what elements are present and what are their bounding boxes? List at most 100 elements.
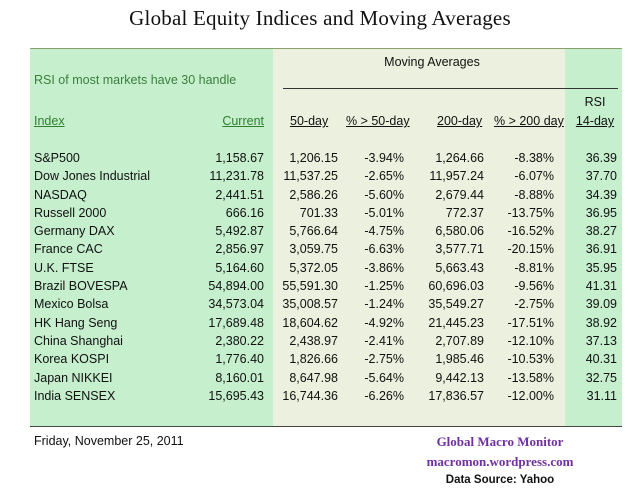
table-row: Brazil BOVESPA 54,894.00 55,591.30 -1.25% 60… — [0, 278, 640, 296]
cell-current: 1,158.67 — [215, 151, 264, 165]
cell-index: Germany DAX — [34, 224, 115, 239]
cell-rsi: 38.27 — [585, 224, 617, 239]
table-row: Mexico Bolsa 34,573.04 35,008.57 -1.24% 35,5… — [0, 296, 640, 314]
cell-rsi: 31.11 — [586, 388, 617, 403]
column-header-current: Current — [222, 114, 264, 128]
cell-current: 1,776.40 — [215, 352, 264, 367]
data-source: Data Source: Yahoo — [445, 474, 555, 486]
cell-50-day: 35,008.57 — [282, 297, 338, 312]
cell-200-day: 2,707.89 — [435, 333, 484, 348]
table-row: HK Hang Seng 17,689.48 18,604.62 -4.92% 21,4… — [0, 315, 640, 333]
cell-pct-200-day: -9.56% — [514, 279, 554, 294]
cell-200-day: 21,445.23 — [428, 315, 484, 330]
cell-rsi: 39.09 — [585, 297, 617, 312]
cell-50-day: 3,059.75 — [289, 242, 338, 257]
column-header-200-day: 200-day — [437, 114, 483, 128]
cell-index: China Shanghai — [34, 333, 123, 348]
column-header-pct-200-day: % > 200 day — [494, 114, 564, 128]
cell-pct-50-day: -3.86% — [364, 260, 404, 275]
cell-50-day: 1,826.66 — [289, 352, 338, 367]
table-row: India SENSEX 15,695.43 16,744.36 -6.26% 17,8… — [0, 388, 640, 406]
cell-rsi: 41.31 — [585, 279, 617, 294]
table-row: France CAC 2,856.97 3,059.75 -6.63% 3,577.71… — [0, 241, 640, 259]
cell-pct-50-day: -5.01% — [364, 205, 404, 220]
table-row: China Shanghai 2,380.22 2,438.97 -2.41% 2,70… — [0, 333, 640, 351]
cell-pct-200-day: -2.75% — [514, 297, 554, 312]
cell-200-day: 3,577.71 — [435, 242, 484, 257]
cell-pct-200-day: -12.10% — [507, 333, 554, 348]
cell-rsi: 38.92 — [585, 315, 617, 330]
cell-current: 5,492.87 — [215, 224, 264, 239]
cell-pct-50-day: -2.41% — [364, 333, 404, 348]
cell-200-day: 5,663.43 — [435, 260, 484, 275]
cell-index: U.K. FTSE — [34, 260, 94, 275]
index-current-band — [30, 48, 273, 426]
column-header-pct-50-day: % > 50-day — [346, 114, 410, 128]
cell-pct-50-day: -6.63% — [364, 242, 404, 257]
cell-current: 2,380.22 — [215, 333, 264, 348]
moving-averages-divider — [283, 88, 618, 89]
cell-pct-50-day: -4.92% — [364, 315, 404, 330]
cell-50-day: 16,744.36 — [282, 388, 338, 403]
table-body: S&P500 1,158.67 1,206.15 -3.94% 1,264.66 -8.3… — [0, 150, 640, 406]
cell-pct-50-day: -2.75% — [364, 352, 404, 367]
cell-pct-200-day: -12.00% — [507, 388, 554, 403]
table-row: U.K. FTSE 5,164.60 5,372.05 -3.86% 5,663.43 -… — [0, 260, 640, 278]
cell-pct-50-day: -4.75% — [364, 224, 404, 239]
cell-current: 8,160.01 — [215, 370, 264, 385]
table-row: Japan NIKKEI 8,160.01 8,647.98 -5.64% 9,442.… — [0, 370, 640, 388]
cell-index: France CAC — [34, 242, 103, 257]
report-date: Friday, November 25, 2011 — [34, 434, 184, 448]
rsi-note: RSI of most markets have 30 handle — [34, 73, 237, 87]
cell-pct-50-day: -6.26% — [364, 388, 404, 403]
source-blog-name: Global Macro Monitor — [436, 434, 564, 449]
cell-pct-200-day: -16.52% — [507, 224, 554, 239]
table-row: Korea KOSPI 1,776.40 1,826.66 -2.75% 1,985.4… — [0, 351, 640, 369]
table-top-border — [30, 48, 622, 49]
cell-index: Russell 2000 — [34, 205, 107, 220]
cell-rsi: 35.95 — [585, 260, 617, 275]
cell-index: Brazil BOVESPA — [34, 279, 128, 294]
cell-index: India SENSEX — [34, 388, 116, 403]
cell-rsi: 40.31 — [585, 352, 617, 367]
cell-pct-200-day: -10.53% — [507, 352, 554, 367]
cell-current: 11,231.78 — [209, 169, 264, 184]
cell-50-day: 55,591.30 — [282, 279, 338, 294]
cell-50-day: 11,537.25 — [283, 169, 338, 184]
cell-rsi: 37.13 — [585, 333, 617, 348]
cell-50-day: 2,438.97 — [289, 333, 338, 348]
cell-current: 666.16 — [225, 205, 264, 220]
cell-rsi: 34.39 — [585, 187, 617, 202]
cell-current: 54,894.00 — [208, 279, 264, 294]
column-header-rsi-period: 14-day — [575, 114, 615, 128]
cell-current: 15,695.43 — [208, 388, 264, 403]
cell-index: S&P500 — [34, 151, 80, 165]
cell-rsi: 32.75 — [585, 370, 617, 385]
cell-200-day: 2,679.44 — [435, 187, 484, 202]
cell-index: Japan NIKKEI — [34, 370, 113, 385]
cell-200-day: 17,836.57 — [428, 388, 484, 403]
cell-pct-200-day: -6.07% — [514, 169, 554, 184]
column-header-rsi: RSI — [584, 95, 606, 109]
cell-pct-200-day: -8.38% — [514, 151, 554, 165]
table-row: Russell 2000 666.16 701.33 -5.01% 772.37 -13.… — [0, 205, 640, 223]
cell-index: HK Hang Seng — [34, 315, 118, 330]
cell-pct-50-day: -1.25% — [364, 279, 404, 294]
cell-200-day: 6,580.06 — [435, 224, 484, 239]
cell-50-day: 2,586.26 — [289, 187, 338, 202]
cell-index: Korea KOSPI — [34, 352, 110, 367]
cell-pct-200-day: -20.15% — [507, 242, 554, 257]
table-row: S&P500 1,158.67 1,206.15 -3.94% 1,264.66 -8.3… — [0, 150, 640, 168]
cell-pct-50-day: -5.60% — [364, 187, 404, 202]
table-row: Dow Jones Industrial 11,231.78 11,537.25 -2… — [0, 168, 640, 186]
column-header-50-day: 50-day — [290, 114, 329, 128]
cell-rsi: 36.39 — [585, 151, 617, 165]
cell-200-day: 1,985.46 — [435, 352, 484, 367]
cell-rsi: 37.70 — [585, 169, 617, 184]
cell-pct-50-day: -1.24% — [364, 297, 404, 312]
cell-pct-50-day: -3.94% — [364, 151, 404, 165]
source-blog-url: macromon.wordpress.com — [426, 454, 574, 469]
cell-index: Mexico Bolsa — [34, 297, 109, 312]
cell-200-day: 11,957.24 — [429, 169, 484, 184]
cell-pct-200-day: -13.58% — [507, 370, 554, 385]
